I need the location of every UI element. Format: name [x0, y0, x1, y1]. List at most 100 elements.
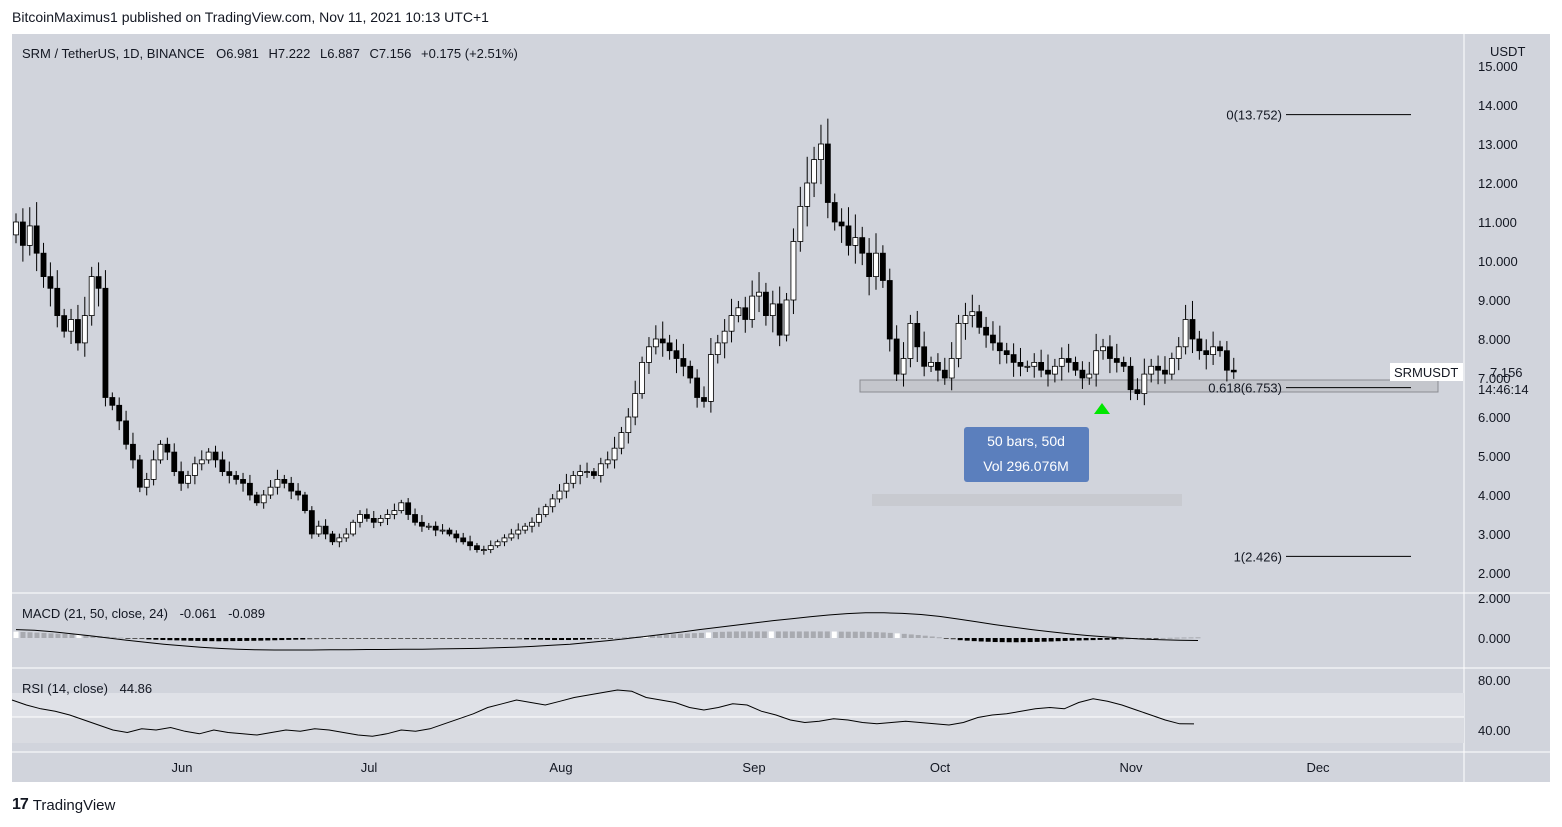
macd-legend-label: MACD (21, 50, close, 24) — [22, 606, 168, 621]
price-tick: 5.000 — [1478, 449, 1511, 464]
macd-histogram-bar — [195, 638, 201, 641]
support-zone-box[interactable] — [859, 379, 1439, 393]
price-tick: 7.000 — [1478, 371, 1511, 386]
candle-up — [1210, 346, 1217, 355]
macd-histogram-bar — [726, 631, 732, 638]
macd-histogram-bar — [1181, 637, 1187, 639]
macd-histogram-bar — [838, 631, 844, 638]
candle-up — [962, 315, 969, 324]
macd-histogram-bar — [279, 638, 285, 641]
candle-up — [928, 361, 934, 367]
rsi-tick-80: 80.00 — [1478, 673, 1511, 688]
symbol-legend[interactable]: SRM / TetherUS, 1D, BINANCE O6.981 H7.22… — [22, 46, 518, 61]
macd-histogram-bar — [1090, 638, 1096, 641]
rsi-tick-40: 40.00 — [1478, 723, 1511, 738]
fib-retracement[interactable]: 0(13.752) 0.618(6.753) 1(2.426) — [1208, 108, 1411, 565]
candle-down — [116, 404, 123, 422]
candle-up — [769, 303, 776, 316]
macd-histogram-bar — [915, 635, 921, 638]
candle-down — [1120, 361, 1127, 367]
candle-down — [226, 471, 233, 476]
time-axis[interactable]: Jun Jul Aug Sep Oct Nov Dec — [172, 760, 1331, 775]
macd-histogram-bar — [880, 632, 886, 638]
candle-down — [302, 494, 308, 512]
macd-histogram-bar — [510, 638, 516, 640]
candle-up — [198, 459, 205, 465]
macd-histogram-bar — [251, 638, 257, 641]
macd-histogram-bar — [789, 631, 795, 638]
open-value: 6.981 — [226, 46, 259, 61]
macd-legend[interactable]: MACD (21, 50, close, 24) -0.061 -0.089 — [22, 606, 265, 621]
macd-histogram-bar — [433, 638, 439, 639]
candle-up — [185, 475, 191, 484]
candle-down — [935, 361, 941, 371]
candle-down — [1196, 338, 1203, 352]
change-value: +0.175 (+2.51%) — [421, 46, 518, 61]
macd-histogram-bar — [545, 638, 551, 640]
macd-line — [15, 612, 1199, 651]
macd-histogram-bar — [244, 638, 250, 641]
time-axis-label: Sep — [742, 760, 765, 775]
candle-up — [522, 525, 529, 531]
candle-down — [1003, 350, 1010, 356]
macd-histogram-bar — [538, 638, 544, 640]
candle-up — [529, 521, 535, 527]
candle-up — [707, 354, 714, 402]
low-value: 6.887 — [327, 46, 360, 61]
macd-histogram-bar — [922, 635, 928, 638]
candle-up — [756, 291, 762, 297]
macd-histogram-bar — [489, 638, 495, 639]
time-axis-label: Dec — [1306, 760, 1330, 775]
candle-down — [47, 276, 54, 289]
price-tick: 9.000 — [1478, 293, 1511, 308]
candle-down — [1217, 346, 1223, 352]
candle-up — [577, 471, 584, 476]
candle-up — [336, 537, 343, 543]
macd-histogram-bar — [342, 638, 348, 639]
candle-up — [611, 447, 618, 461]
macd-histogram-bar — [153, 638, 159, 640]
price-scale-ticks[interactable]: 15.000 14.000 13.000 12.000 11.000 10.000 9.00… — [1478, 59, 1518, 581]
macd-histogram-bar — [1188, 637, 1194, 639]
candle-down — [742, 307, 749, 320]
candle-up — [535, 514, 542, 523]
macd-histogram-bar — [621, 637, 627, 639]
price-tick: 12.000 — [1478, 176, 1518, 191]
candle-up — [790, 241, 797, 301]
price-tick: 13.000 — [1478, 137, 1518, 152]
macd-histogram-bar — [20, 631, 26, 638]
macd-histogram-bar — [552, 638, 558, 641]
candle-up — [425, 525, 432, 528]
candle-down — [1113, 358, 1120, 363]
price-tick: 10.000 — [1478, 254, 1518, 269]
macd-histogram-bar — [656, 635, 662, 638]
macd-histogram-bar — [328, 638, 334, 639]
candle-up — [570, 475, 577, 484]
measure-tool-label[interactable]: 50 bars, 50d Vol 296.076M — [964, 427, 1089, 482]
macd-histogram-bar — [405, 638, 411, 639]
candle-up — [384, 514, 391, 519]
tradingview-logo-mark: 17 — [12, 796, 29, 813]
macd-histogram-bar — [426, 638, 432, 639]
macd-histogram-bar — [454, 638, 460, 639]
macd-histogram-bar — [398, 638, 404, 639]
candle-up — [508, 533, 515, 539]
tradingview-logo-text: TradingView — [32, 796, 116, 814]
last-price-badge[interactable]: SRMUSDT 7.156 14:46:14 — [1390, 363, 1529, 397]
rsi-legend[interactable]: RSI (14, close) 44.86 — [22, 681, 152, 696]
macd-histogram-bar — [1055, 638, 1061, 642]
candle-down — [363, 514, 370, 519]
badge-price: 7.156 — [1490, 365, 1523, 380]
candle-up — [274, 478, 281, 488]
macd-histogram-bar — [293, 638, 299, 640]
candle-down — [1203, 350, 1210, 356]
macd-histogram-bar — [712, 632, 718, 638]
candle-down — [240, 478, 246, 484]
macd-histogram-bar — [356, 638, 362, 639]
macd-histogram-bar — [1062, 638, 1068, 641]
tradingview-logo[interactable]: 17 TradingView — [12, 796, 115, 814]
macd-histogram-bar — [971, 638, 977, 642]
macd-value-1: -0.061 — [180, 606, 217, 621]
macd-histogram-bar — [1020, 638, 1026, 643]
